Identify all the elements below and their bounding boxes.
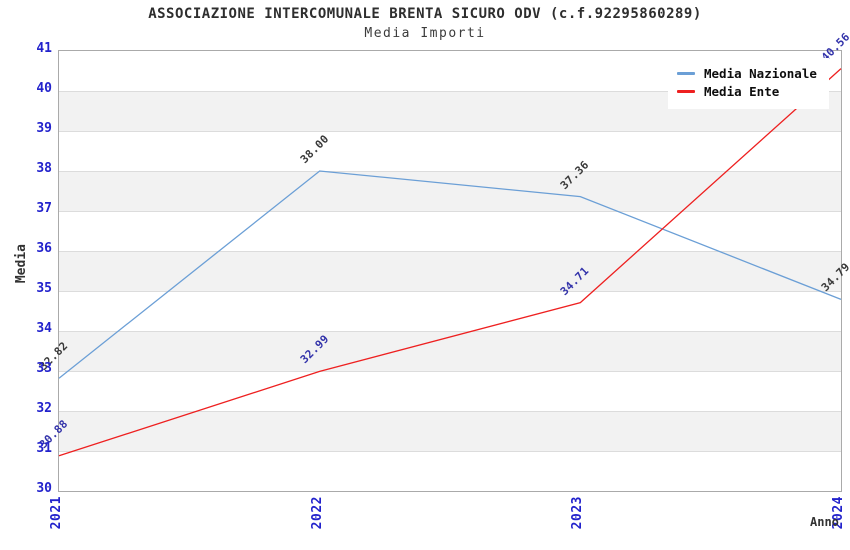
y-tick-label: 40 xyxy=(36,81,52,96)
x-tick-label: 2021 xyxy=(49,496,64,530)
y-tick-label: 34 xyxy=(36,321,52,336)
legend-label: Media Ente xyxy=(704,84,780,99)
series-line-media-ente xyxy=(58,68,842,457)
legend-swatch-media-ente xyxy=(677,90,695,93)
y-tick-label: 37 xyxy=(36,201,52,216)
legend-label: Media Nazionale xyxy=(704,66,817,81)
chart-title: ASSOCIAZIONE INTERCOMUNALE BRENTA SICURO… xyxy=(148,6,702,22)
y-tick-label: 32 xyxy=(36,401,52,416)
legend-swatch-media-nazionale xyxy=(677,72,695,75)
gridline xyxy=(59,131,841,132)
x-tick-label: 2022 xyxy=(309,496,325,530)
y-tick-label: 41 xyxy=(36,41,52,56)
gridline xyxy=(59,171,841,172)
y-tick-label: 35 xyxy=(36,281,52,296)
series-line-media-nazionale xyxy=(58,170,842,379)
x-axis-title: Anno xyxy=(810,515,839,529)
y-tick-label: 33 xyxy=(36,361,52,376)
y-tick-label: 38 xyxy=(36,161,52,176)
gridline xyxy=(59,451,841,452)
legend: Media Nazionale Media Ente xyxy=(668,58,829,109)
gridline xyxy=(59,331,841,332)
x-tick-label: 2023 xyxy=(570,496,586,530)
legend-item: Media Ente xyxy=(677,84,817,99)
gridline xyxy=(59,371,841,372)
gridline xyxy=(59,411,841,412)
gridline xyxy=(59,91,841,92)
chart-subtitle: Media Importi xyxy=(364,26,486,41)
y-tick-label: 31 xyxy=(36,441,52,456)
y-axis-title: Media xyxy=(14,244,29,284)
gridline xyxy=(59,211,841,212)
plot-area: 32.82 38.00 37.36 34.79 30.88 32.99 34.71 40.56 xyxy=(37,30,850,492)
y-tick-label: 30 xyxy=(36,481,52,496)
y-tick-label: 39 xyxy=(36,121,52,136)
gridline xyxy=(59,291,841,292)
gridline xyxy=(59,251,841,252)
legend-item: Media Nazionale xyxy=(677,66,817,81)
y-tick-label: 36 xyxy=(36,241,52,256)
